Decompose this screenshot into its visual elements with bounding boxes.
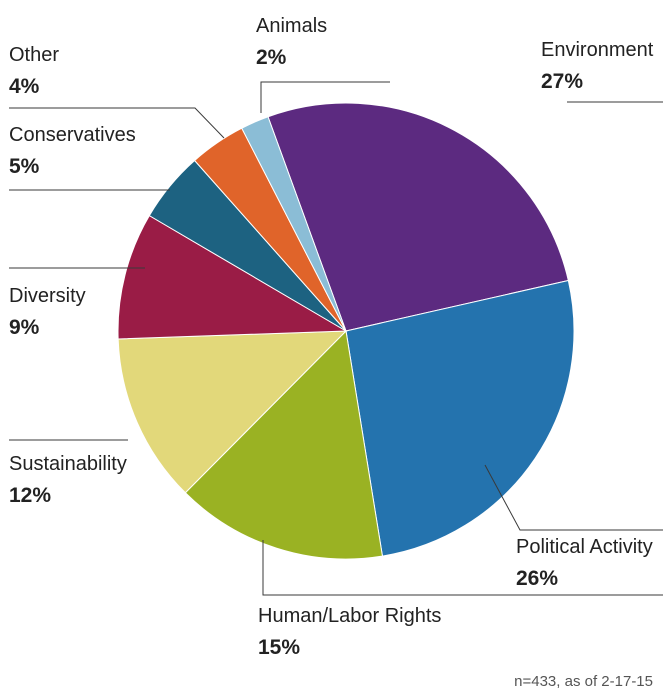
slice-value-animals: 2% bbox=[256, 46, 287, 69]
slice-label-diversity: Diversity bbox=[9, 285, 86, 307]
slice-value-human-labor-rights: 15% bbox=[258, 636, 300, 659]
leader-line-human-labor-rights bbox=[262, 540, 663, 596]
slice-value-diversity: 9% bbox=[9, 316, 40, 339]
slice-label-human-labor-rights: Human/Labor Rights bbox=[258, 605, 441, 627]
slice-value-sustainability: 12% bbox=[9, 484, 51, 507]
pie-slice-environment bbox=[267, 102, 569, 332]
slice-labels: Environment 27% Political Activity 26% Human… bbox=[9, 15, 654, 659]
pie-slice-political-activity bbox=[345, 279, 575, 557]
leader-line-political-activity bbox=[484, 464, 663, 531]
slice-label-sustainability: Sustainability bbox=[9, 453, 127, 475]
leader-lines bbox=[9, 81, 663, 596]
slice-label-political-activity: Political Activity bbox=[516, 536, 653, 558]
pie-slice-animals bbox=[241, 116, 347, 332]
slice-label-environment: Environment bbox=[541, 39, 654, 61]
slice-value-environment: 27% bbox=[541, 70, 583, 93]
leader-line-animals bbox=[260, 81, 390, 113]
pie-slice-sustainability bbox=[117, 330, 348, 494]
pie-slices bbox=[117, 102, 575, 560]
leader-line-other bbox=[9, 107, 225, 139]
pie-slice-human-labor-rights bbox=[184, 329, 384, 560]
slice-label-conservatives: Conservatives bbox=[9, 124, 136, 146]
slice-value-conservatives: 5% bbox=[9, 155, 40, 178]
slice-value-other: 4% bbox=[9, 75, 40, 98]
slice-label-animals: Animals bbox=[256, 15, 327, 37]
pie-slice-diversity bbox=[117, 214, 348, 340]
sample-size-note: n=433, as of 2-17-15 bbox=[514, 673, 653, 690]
slice-value-political-activity: 26% bbox=[516, 567, 558, 590]
slice-label-other: Other bbox=[9, 44, 59, 66]
